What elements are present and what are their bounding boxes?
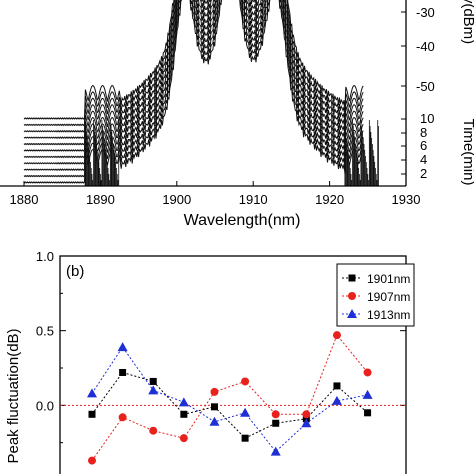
- spectrum-trace: [23, 0, 364, 165]
- panel-b-axes: 1.00.50.0-0.5: [32, 249, 407, 474]
- panel-b-series: [87, 331, 373, 465]
- spectrum-trace: [23, 0, 364, 139]
- data-point-square: [149, 377, 157, 385]
- x-tick-label-a: 1890: [86, 192, 115, 207]
- data-point-triangle: [362, 389, 373, 399]
- spectrum-trace: [23, 0, 364, 127]
- spectrum-trace: [23, 0, 364, 171]
- right-tick-label-top: -30: [416, 5, 435, 20]
- right-axis-label-top: y(dBm): [460, 0, 474, 44]
- series-line: [91, 334, 368, 461]
- right-tick-label-bottom: 2: [420, 166, 427, 181]
- data-point-square: [88, 410, 96, 418]
- x-tick-label-a: 1930: [392, 192, 421, 207]
- data-point-circle: [241, 377, 250, 386]
- spectrum-trace: [23, 0, 364, 133]
- data-point-square: [241, 434, 249, 442]
- data-point-triangle: [209, 416, 220, 426]
- data-point-circle: [88, 456, 96, 465]
- y-tick-label-b: 1.0: [36, 249, 54, 264]
- data-point-square: [180, 410, 188, 418]
- legend-marker-square: [348, 274, 356, 282]
- legend-label: 1907nm: [367, 290, 410, 304]
- data-point-circle: [179, 434, 188, 443]
- right-tick-label-top: -40: [416, 39, 435, 54]
- data-point-triangle: [178, 397, 189, 407]
- data-point-square: [210, 403, 218, 411]
- data-point-square: [364, 409, 372, 417]
- y-axis-label-b: Peak fluctuation(dB): [5, 328, 22, 463]
- series-1913nm: [87, 342, 373, 456]
- spectrum-trace: [23, 0, 364, 159]
- y-tick-label-b: 0.0: [36, 398, 54, 413]
- data-point-triangle: [301, 418, 312, 428]
- data-point-triangle: [87, 388, 97, 398]
- legend-label: 1901nm: [367, 272, 410, 286]
- right-axis-label-bottom: Time(min): [460, 119, 474, 186]
- right-tick-label-bottom: 4: [420, 152, 427, 167]
- legend-marker-circle: [348, 292, 356, 300]
- data-point-triangle: [240, 407, 251, 417]
- data-point-triangle: [270, 446, 281, 456]
- data-point-square: [119, 368, 127, 376]
- data-point-triangle: [148, 385, 159, 395]
- panel-a-spectrum-waterfall: 1880 1890 1900 1910 1920 1930-30-40-50108642 …: [0, 0, 474, 229]
- x-tick-label-a: 1900: [162, 192, 191, 207]
- data-point-square: [272, 419, 280, 427]
- data-point-circle: [149, 426, 158, 435]
- x-tick-label-a: 1880: [10, 192, 39, 207]
- legend-label: 1913nm: [367, 308, 410, 322]
- series-line: [91, 346, 368, 453]
- spectrum-trace: [23, 0, 364, 178]
- legend-marker-triangle: [347, 309, 357, 318]
- spectrum-trace: [23, 0, 364, 184]
- x-axis-label-a: Wavelength(nm): [184, 212, 301, 229]
- data-point-circle: [302, 410, 311, 419]
- x-tick-label-a: 1910: [239, 192, 268, 207]
- spectrum-trace: [23, 0, 364, 152]
- x-tick-label-a: 1920: [315, 192, 344, 207]
- panel-b-label: (b): [66, 263, 84, 280]
- right-tick-label-bottom: 6: [420, 138, 427, 153]
- data-point-triangle: [117, 342, 128, 352]
- right-tick-label-bottom: 10: [420, 111, 434, 126]
- data-point-triangle: [331, 395, 342, 405]
- data-point-circle: [363, 368, 372, 377]
- data-point-square: [333, 382, 341, 390]
- series-1907nm: [88, 331, 372, 465]
- data-point-circle: [210, 387, 219, 396]
- spectrum-traces: [23, 0, 379, 186]
- right-tick-label-top: -50: [416, 79, 435, 94]
- legend: 1901nm 1907nm 1913nm: [336, 263, 415, 327]
- spectrum-trace: [23, 0, 364, 120]
- spectrum-trace: [23, 0, 364, 146]
- data-point-circle: [271, 410, 280, 419]
- right-tick-label-bottom: 8: [420, 125, 427, 140]
- data-point-circle: [118, 413, 127, 422]
- data-point-circle: [332, 331, 341, 340]
- y-tick-label-b: 0.5: [36, 324, 54, 339]
